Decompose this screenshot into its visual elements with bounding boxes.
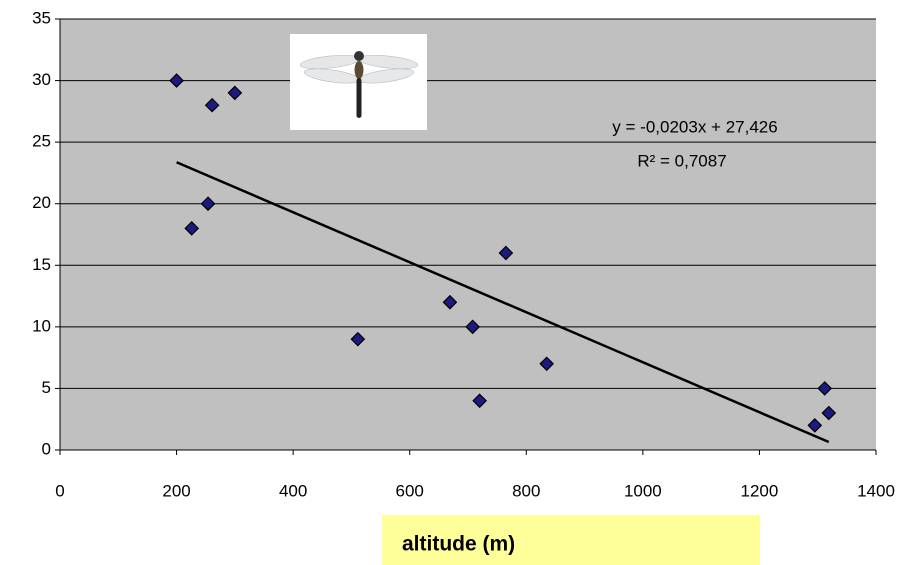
data-point	[817, 381, 833, 396]
x-tick-label: 600	[396, 481, 424, 500]
data-point	[184, 220, 200, 236]
x-tick-label: 1200	[741, 481, 779, 500]
x-tick-label: 800	[512, 481, 540, 500]
dragonfly-picture	[290, 34, 427, 130]
trendline	[176, 161, 830, 444]
y-tick-label: 25	[32, 132, 51, 151]
x-tick-label: 200	[162, 481, 190, 500]
r-squared-label: R² = 0,7087	[637, 151, 726, 170]
data-point	[807, 418, 823, 433]
x-tick-label: 1400	[857, 481, 895, 500]
data-point	[539, 356, 555, 372]
data-point	[472, 393, 488, 409]
x-tick-label: 1000	[624, 481, 662, 500]
y-tick-label: 35	[32, 8, 51, 27]
data-point	[821, 405, 837, 421]
y-tick-label: 10	[32, 316, 51, 335]
marks	[169, 73, 837, 444]
y-tick-label: 5	[42, 378, 51, 397]
y-tick-label: 15	[32, 255, 51, 274]
y-tick-label: 0	[42, 439, 51, 458]
trendline-equation: y = -0,0203x + 27,426	[612, 117, 777, 136]
x-tick-label: 400	[279, 481, 307, 500]
y-tick-label: 30	[32, 70, 51, 89]
x-axis-title: altitude (m)	[402, 533, 515, 556]
data-point	[169, 73, 184, 88]
plot-area	[60, 19, 876, 450]
data-point	[204, 97, 220, 113]
data-point	[227, 85, 243, 101]
data-point	[465, 319, 481, 335]
x-axis-title-box	[382, 515, 760, 565]
y-tick-label: 20	[32, 193, 51, 212]
data-point	[442, 294, 458, 310]
data-point	[350, 331, 366, 347]
data-point	[498, 245, 514, 261]
x-tick-label: 0	[55, 481, 64, 500]
data-point	[200, 196, 216, 212]
